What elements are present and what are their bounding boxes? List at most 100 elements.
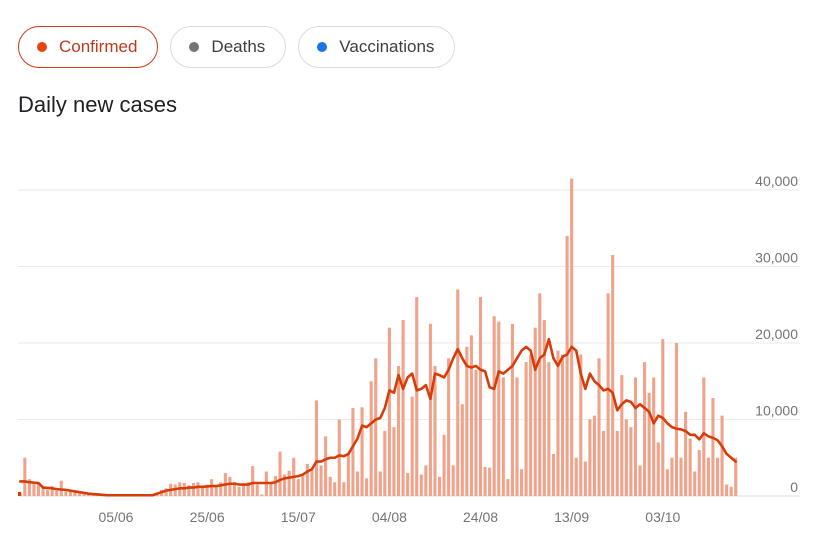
data-bar bbox=[324, 436, 328, 496]
vaccinations-dot-icon bbox=[317, 42, 328, 52]
data-bar bbox=[711, 398, 715, 496]
data-bar bbox=[652, 377, 656, 496]
data-bar bbox=[720, 415, 724, 496]
series-start-marker bbox=[18, 492, 21, 496]
data-bar bbox=[565, 235, 569, 496]
data-bar bbox=[524, 362, 528, 496]
data-bar bbox=[451, 465, 455, 496]
data-bar bbox=[68, 489, 72, 496]
data-bar bbox=[570, 178, 574, 496]
data-bar bbox=[547, 362, 551, 496]
data-bar bbox=[583, 461, 587, 496]
data-bar bbox=[606, 293, 610, 496]
data-bar bbox=[237, 486, 241, 496]
data-bar bbox=[533, 327, 537, 496]
data-bar bbox=[365, 478, 369, 496]
data-bar bbox=[715, 457, 720, 496]
data-bar bbox=[32, 482, 36, 496]
tab-vaccinations-label: Vaccinations bbox=[339, 37, 435, 56]
data-bar bbox=[319, 465, 323, 496]
data-bar bbox=[538, 293, 542, 496]
data-bar bbox=[424, 465, 428, 496]
data-bar bbox=[55, 490, 59, 496]
data-bar bbox=[201, 486, 205, 496]
data-bar bbox=[27, 479, 31, 496]
data-bar bbox=[269, 482, 273, 496]
data-bar bbox=[283, 474, 287, 496]
moving-average-line bbox=[18, 337, 738, 497]
data-bar bbox=[529, 354, 533, 496]
tab-deaths[interactable]: Deaths bbox=[170, 26, 287, 68]
data-bar bbox=[629, 427, 633, 496]
data-bar bbox=[232, 482, 237, 496]
data-bar bbox=[305, 463, 309, 496]
data-bar bbox=[351, 408, 355, 496]
data-bar bbox=[355, 471, 360, 496]
data-bar bbox=[688, 438, 692, 496]
data-bar bbox=[674, 343, 679, 496]
data-bar bbox=[437, 476, 442, 496]
x-tick-label: 05/06 bbox=[98, 509, 133, 525]
data-bar bbox=[665, 469, 669, 496]
data-bar bbox=[483, 466, 487, 496]
data-bar bbox=[91, 495, 95, 496]
x-tick-label: 25/06 bbox=[190, 509, 225, 525]
y-tick-label: 40,000 bbox=[755, 173, 798, 189]
data-bar bbox=[447, 358, 451, 496]
data-bar bbox=[469, 335, 473, 496]
data-bar bbox=[556, 350, 560, 496]
data-bar bbox=[597, 358, 601, 496]
data-bar bbox=[574, 457, 578, 496]
tab-vaccinations[interactable]: Vaccinations bbox=[298, 26, 456, 68]
data-bar bbox=[561, 354, 565, 496]
data-bar bbox=[87, 495, 91, 496]
chart-title: Daily new cases bbox=[18, 92, 177, 117]
x-tick-label: 15/07 bbox=[281, 509, 316, 525]
data-bar bbox=[164, 488, 168, 496]
data-bar bbox=[488, 467, 492, 496]
tab-deaths-label: Deaths bbox=[211, 37, 266, 56]
data-bar bbox=[374, 358, 378, 496]
metric-tabs: Confirmed Deaths Vaccinations bbox=[18, 26, 456, 68]
data-bar bbox=[392, 427, 396, 496]
data-bar bbox=[410, 396, 414, 496]
data-bar bbox=[337, 419, 341, 496]
y-tick-label: 20,000 bbox=[755, 326, 798, 342]
data-bar bbox=[602, 430, 606, 496]
x-tick-label: 04/08 bbox=[372, 509, 407, 525]
data-bar bbox=[456, 289, 460, 496]
data-bar bbox=[387, 327, 391, 496]
data-bar bbox=[670, 457, 674, 496]
data-bar bbox=[73, 492, 77, 496]
data-bar bbox=[242, 483, 246, 496]
data-bar bbox=[419, 474, 423, 496]
data-bar bbox=[592, 415, 597, 496]
data-bar bbox=[734, 457, 738, 496]
x-tick-label: 03/10 bbox=[645, 509, 680, 525]
data-bar bbox=[492, 316, 496, 496]
data-bar bbox=[633, 377, 638, 496]
data-bar bbox=[36, 482, 41, 496]
data-bar bbox=[460, 404, 464, 496]
data-bar bbox=[428, 323, 432, 496]
data-bar bbox=[643, 362, 647, 496]
data-bar bbox=[23, 457, 27, 496]
data-bar bbox=[615, 430, 619, 496]
data-bar bbox=[579, 354, 583, 496]
data-bar bbox=[333, 482, 337, 496]
data-bar bbox=[251, 466, 255, 496]
data-bar bbox=[314, 400, 319, 496]
deaths-dot-icon bbox=[189, 42, 200, 52]
data-bar bbox=[214, 486, 218, 496]
tab-confirmed[interactable]: Confirmed bbox=[18, 26, 159, 68]
data-bar bbox=[346, 453, 350, 496]
data-bar bbox=[219, 482, 223, 496]
data-bar bbox=[433, 365, 437, 496]
data-bar bbox=[510, 323, 514, 496]
data-bar bbox=[196, 482, 200, 496]
data-bar bbox=[328, 476, 332, 496]
data-bar bbox=[82, 494, 86, 496]
data-bar bbox=[296, 479, 300, 496]
data-bar bbox=[656, 442, 660, 496]
data-bar bbox=[50, 486, 54, 496]
